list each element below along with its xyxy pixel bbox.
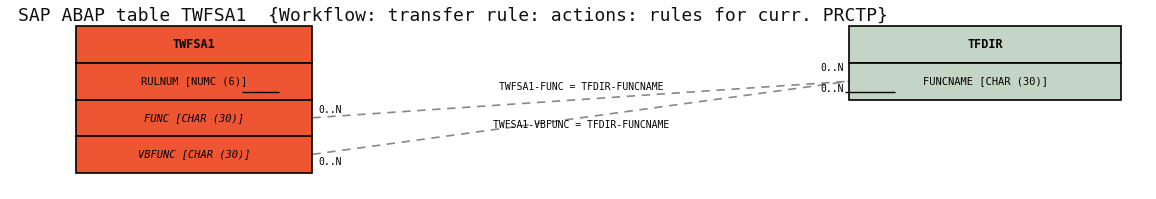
Text: 0..N: 0..N — [820, 84, 844, 94]
Bar — [76, 26, 312, 63]
Text: 0..N: 0..N — [318, 157, 342, 167]
Text: RULNUM [NUMC (6)]: RULNUM [NUMC (6)] — [141, 76, 247, 86]
Text: FUNCNAME [CHAR (30)]: FUNCNAME [CHAR (30)] — [922, 76, 1047, 86]
Text: TFDIR: TFDIR — [968, 38, 1002, 51]
Bar — [76, 100, 312, 136]
Text: 0..N: 0..N — [820, 63, 844, 73]
Bar — [850, 63, 1120, 100]
Bar — [850, 26, 1120, 63]
Text: TWFSA1: TWFSA1 — [172, 38, 215, 51]
Text: 0..N: 0..N — [318, 105, 342, 115]
Text: FUNC [CHAR (30)]: FUNC [CHAR (30)] — [144, 113, 244, 123]
Text: TWFSA1-FUNC = TFDIR-FUNCNAME: TWFSA1-FUNC = TFDIR-FUNCNAME — [498, 82, 664, 92]
Text: TWFSA1-VBFUNC = TFDIR-FUNCNAME: TWFSA1-VBFUNC = TFDIR-FUNCNAME — [492, 120, 669, 130]
Bar — [76, 63, 312, 100]
Text: VBFUNC [CHAR (30)]: VBFUNC [CHAR (30)] — [138, 149, 251, 159]
Bar — [76, 136, 312, 173]
Text: SAP ABAP table TWFSA1  {Workflow: transfer rule: actions: rules for curr. PRCTP}: SAP ABAP table TWFSA1 {Workflow: transfe… — [18, 7, 888, 25]
